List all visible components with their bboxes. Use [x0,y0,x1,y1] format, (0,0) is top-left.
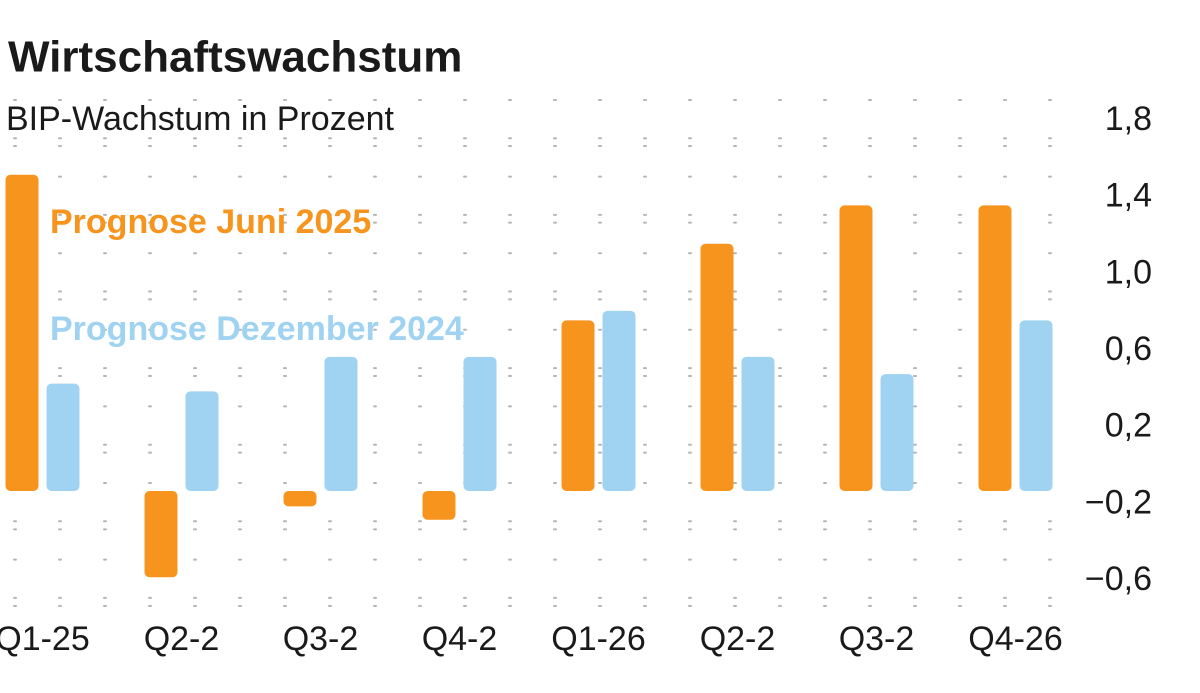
y-tick-label: 0,6 [1105,330,1152,368]
chart-subtitle: BIP-Wachstum in Prozent [6,100,395,138]
x-tick-label: Q1-26 [551,620,646,658]
bar [561,320,595,491]
bar [185,391,219,491]
x-tick-label: Q2-2 [700,620,776,658]
x-tick-label: Q3-2 [839,620,915,658]
bar [602,310,636,491]
x-tick-label: Q3-2 [283,620,359,658]
chart-title: Wirtschaftswachstum [8,33,462,82]
y-tick-label: 0,2 [1105,407,1152,445]
bar [5,174,39,491]
y-tick-label: −0,6 [1085,560,1152,598]
x-tick-label: Q4-26 [968,620,1063,658]
bar [839,205,873,491]
y-tick-label: 1,4 [1105,177,1152,215]
bar [144,491,178,578]
bar [978,205,1012,491]
bar [1019,320,1053,491]
bar [46,383,80,491]
x-tick-label: Q1-25 [0,620,90,658]
x-tick-label: Q2-2 [144,620,220,658]
y-tick-label: 1,8 [1105,100,1152,138]
bar [324,356,358,491]
y-tick-label: −0,2 [1085,483,1152,521]
bar [422,491,456,520]
x-tick-label: Q4-2 [422,620,498,658]
legend-label: Prognose Juni 2025 [50,203,371,241]
legend-label: Prognose Dezember 2024 [50,310,464,348]
bar [463,356,497,491]
bar [283,491,317,507]
bar [880,374,914,491]
y-tick-label: 1,0 [1105,253,1152,291]
bar [741,356,775,491]
bar [700,243,734,491]
